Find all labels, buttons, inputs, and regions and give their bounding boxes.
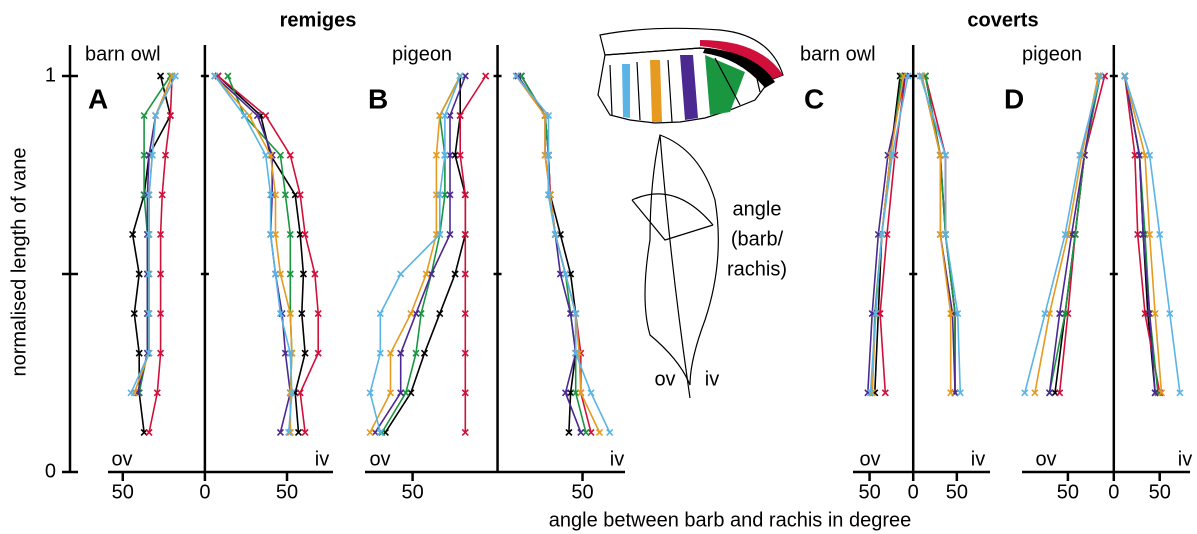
x-tick-label: 50 xyxy=(1149,481,1171,503)
series-line xyxy=(518,76,581,432)
x-tick-label: 50 xyxy=(571,481,593,503)
x-tick-label: 50 xyxy=(276,481,298,503)
data-point xyxy=(128,390,134,396)
iv-label: iv xyxy=(1178,448,1192,470)
panel-letter: B xyxy=(368,83,388,114)
panel-letter: D xyxy=(1004,83,1024,114)
panel-letter: C xyxy=(804,83,824,114)
series-line xyxy=(218,76,318,432)
series-line xyxy=(215,76,292,432)
iv-label: iv xyxy=(971,448,985,470)
data-point xyxy=(225,73,231,79)
group-title: remiges xyxy=(280,9,357,31)
series-line xyxy=(215,76,292,432)
data-point xyxy=(241,113,247,119)
data-point xyxy=(263,113,269,119)
x-tick-label: 50 xyxy=(401,481,423,503)
x-tick-label: 0 xyxy=(1108,481,1119,503)
y-tick-label: 1 xyxy=(45,64,56,86)
y-tick-label: 0 xyxy=(45,460,56,482)
data-point xyxy=(172,73,178,79)
data-point xyxy=(212,73,218,79)
iv-label: iv xyxy=(610,448,624,470)
series-line xyxy=(1125,76,1158,393)
series-line xyxy=(516,76,610,432)
ov-label: ov xyxy=(859,448,880,470)
species-label: barn owl xyxy=(85,43,161,65)
x-tick-label: 0 xyxy=(199,481,210,503)
data-point xyxy=(483,73,489,79)
species-label: barn owl xyxy=(800,43,876,65)
figure: 0 1 normalised length of vane angle between… xyxy=(0,0,1197,534)
ov-label: ov xyxy=(369,448,390,470)
iv-label: iv xyxy=(315,448,329,470)
panel-letter: A xyxy=(88,83,108,114)
series-line xyxy=(133,76,171,432)
ov-label: ov xyxy=(111,448,132,470)
x-tick-label: 0 xyxy=(908,481,919,503)
wing-illustration xyxy=(598,28,783,123)
species-label: pigeon xyxy=(392,43,452,65)
ov-label: ov xyxy=(1035,448,1056,470)
feather-illustration xyxy=(632,135,718,398)
x-tick-label: 50 xyxy=(858,481,880,503)
group-title: coverts xyxy=(967,9,1038,31)
series-line xyxy=(385,76,465,432)
feather-label: iv xyxy=(705,368,719,390)
y-axis-label: normalised length of vane xyxy=(8,147,30,376)
series-line xyxy=(1060,76,1105,393)
data-point xyxy=(597,429,603,435)
species-label: pigeon xyxy=(1022,43,1082,65)
x-tick-label: 50 xyxy=(112,481,134,503)
feather-label: (barb/ xyxy=(731,228,784,250)
x-axis-label: angle between barb and rachis in degree xyxy=(549,509,911,531)
series-line xyxy=(521,76,586,432)
feather-label: ov xyxy=(654,368,675,390)
series-line xyxy=(880,76,905,393)
x-tick-label: 50 xyxy=(1057,481,1079,503)
series-line xyxy=(228,76,292,432)
feather-label: angle xyxy=(733,198,782,220)
data-point xyxy=(367,429,373,435)
data-point xyxy=(607,429,613,435)
series-line xyxy=(460,76,486,432)
feather-label: rachis) xyxy=(727,258,787,280)
data-point xyxy=(398,271,404,277)
x-tick-label: 50 xyxy=(946,481,968,503)
